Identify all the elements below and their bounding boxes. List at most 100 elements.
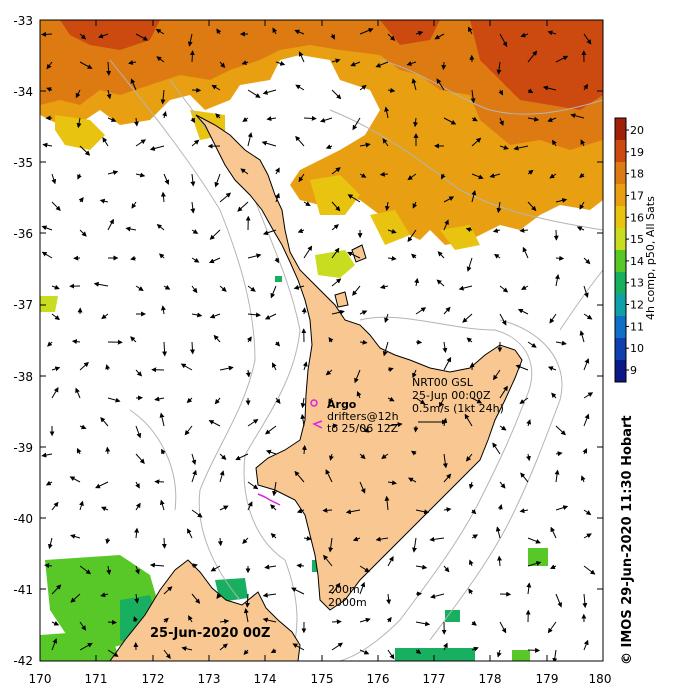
current-vector — [526, 582, 532, 595]
x-tick-label: 171 — [85, 672, 108, 686]
current-vector — [520, 472, 529, 483]
y-tick-label: -35 — [13, 156, 33, 170]
current-vector — [128, 60, 137, 66]
current-vector — [149, 562, 165, 568]
current-vector — [499, 385, 508, 399]
current-vector — [493, 369, 501, 381]
current-vector — [272, 481, 277, 497]
current-vector — [583, 313, 593, 320]
current-vector — [135, 453, 145, 464]
current-vector — [51, 638, 58, 651]
current-vector — [410, 450, 417, 456]
current-vector — [135, 425, 142, 439]
current-vector — [301, 444, 307, 455]
current-vector — [406, 61, 417, 66]
current-vector — [297, 228, 305, 233]
current-vector — [519, 397, 529, 404]
drifter-track — [257, 493, 281, 506]
current-vector — [555, 198, 568, 203]
colorbar-label: 16 — [630, 211, 644, 224]
current-vector — [295, 84, 305, 91]
current-vector — [387, 649, 395, 660]
x-tick-label: 173 — [198, 672, 221, 686]
y-tick-label: -38 — [13, 370, 33, 384]
current-vector — [359, 310, 368, 315]
current-vector — [576, 226, 585, 232]
colorbar-label: 19 — [630, 146, 644, 159]
great-barrier-island — [351, 244, 367, 263]
y-tick-label: -42 — [13, 654, 33, 668]
current-vector — [79, 229, 87, 237]
colorbar-label: 11 — [630, 320, 644, 333]
current-vector — [352, 285, 361, 296]
current-vector — [191, 229, 199, 234]
current-vector — [387, 396, 395, 402]
current-vector — [160, 89, 166, 105]
current-vectors — [41, 26, 596, 661]
current-vector — [291, 587, 305, 595]
x-axis-labels: 170 171 172 173 174 175 176 177 178 179 … — [29, 672, 612, 686]
colorbar-label: 20 — [630, 124, 644, 137]
current-vector — [190, 117, 196, 124]
current-vector — [45, 480, 53, 486]
current-vector — [328, 537, 334, 553]
current-vector — [107, 218, 114, 231]
current-vector — [466, 257, 473, 272]
colorbar-label: 18 — [630, 168, 644, 181]
current-vector — [499, 425, 507, 431]
current-vector — [75, 387, 81, 399]
current-vector — [102, 137, 109, 147]
current-vector — [554, 469, 560, 483]
current-vector — [468, 26, 473, 35]
current-vector — [41, 251, 53, 259]
current-vector — [303, 535, 312, 541]
current-vector — [219, 192, 232, 203]
current-vector — [189, 50, 195, 63]
current-vector — [549, 313, 557, 324]
contour-200-label: 200m — [328, 583, 360, 596]
current-vector — [499, 33, 508, 48]
current-vector — [583, 565, 596, 575]
current-vector — [51, 284, 60, 290]
current-vector — [79, 424, 87, 430]
current-vector — [270, 285, 277, 299]
current-vector — [527, 116, 540, 122]
current-vector — [413, 425, 419, 433]
current-vector — [580, 475, 586, 483]
x-tick-label: 178 — [479, 672, 502, 686]
current-vector — [443, 117, 457, 125]
current-vector — [159, 499, 165, 511]
current-vector — [266, 116, 277, 122]
current-vector — [379, 171, 389, 177]
current-vector — [187, 528, 193, 539]
current-vector — [79, 61, 93, 69]
current-vector — [443, 196, 455, 203]
gsl-label-line3: 0.5m/s (1kt 24h) — [412, 402, 504, 415]
colorbar-label: 17 — [630, 190, 644, 203]
y-tick-label: -36 — [13, 227, 33, 241]
current-vector — [515, 364, 529, 371]
current-vector — [359, 481, 366, 494]
current-vector — [219, 453, 227, 460]
current-vector — [583, 392, 594, 399]
current-vector — [407, 173, 417, 181]
current-vector — [443, 507, 452, 513]
current-vector — [163, 173, 170, 185]
current-vector — [130, 78, 137, 91]
current-vector — [302, 361, 308, 371]
current-vector — [51, 313, 60, 321]
current-vector — [550, 526, 557, 539]
current-vector — [190, 201, 196, 214]
current-vector — [51, 366, 61, 372]
current-vector — [499, 621, 507, 634]
current-vector — [187, 33, 193, 47]
current-vector — [275, 192, 280, 203]
south-island-land — [109, 559, 301, 661]
current-vector — [270, 533, 277, 539]
current-vector — [345, 509, 361, 515]
current-vector — [331, 58, 341, 64]
current-vector — [106, 61, 112, 76]
current-vector — [300, 397, 306, 409]
current-vector — [387, 480, 397, 486]
